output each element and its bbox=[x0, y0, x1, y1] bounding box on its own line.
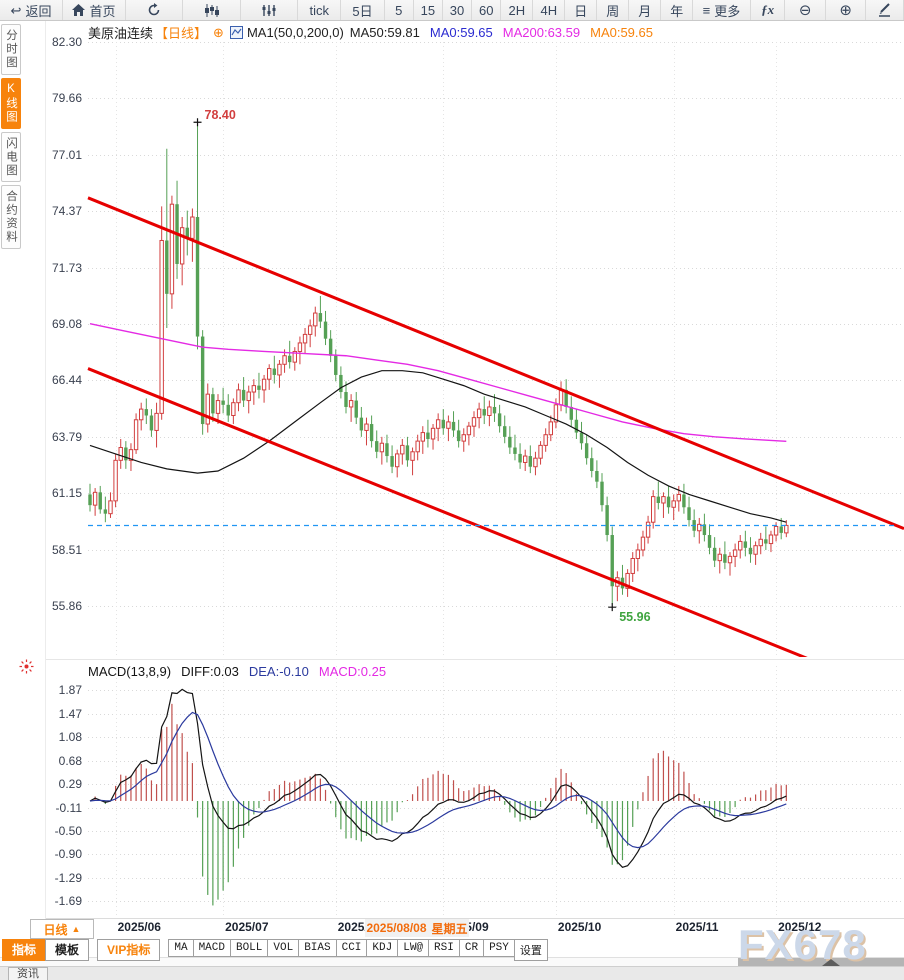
macd-y-axis-label: -0.50 bbox=[54, 823, 82, 838]
x-axis-label: 2025/06 bbox=[117, 920, 161, 934]
tab-KDJ[interactable]: KDJ bbox=[366, 939, 399, 957]
fx678-watermark: FX678 bbox=[738, 921, 867, 968]
ma-values: MA50:59.81 MA0:59.65 MA200:63.59 MA0:59.65 bbox=[350, 25, 653, 40]
macd-y-axis-label: 1.08 bbox=[58, 729, 82, 744]
macd-params: MACD(13,8,9) bbox=[88, 664, 172, 679]
ma-value-1: MA0:59.65 bbox=[429, 25, 493, 40]
macd-y-axis-label: 1.47 bbox=[58, 706, 82, 721]
ma-value-3: MA0:59.65 bbox=[590, 25, 653, 40]
page-bottom-bar bbox=[0, 966, 904, 980]
y-axis-label: 63.79 bbox=[51, 430, 82, 445]
y-axis-label: 66.44 bbox=[51, 373, 82, 388]
ma-settings-label: MA1(50,0,200,0) bbox=[246, 25, 344, 40]
tab-MA[interactable]: MA bbox=[168, 939, 194, 957]
y-axis-label: 69.08 bbox=[51, 317, 82, 332]
macd-y-axis-label: 1.87 bbox=[58, 683, 82, 697]
low-price-marker: 55.96 bbox=[619, 610, 651, 625]
tab-BOLL[interactable]: BOLL bbox=[229, 939, 269, 957]
y-axis-label: 82.30 bbox=[51, 35, 82, 49]
tab-MACD[interactable]: MACD bbox=[192, 939, 231, 957]
tab-RSI[interactable]: RSI bbox=[428, 939, 460, 957]
ma-settings-icon[interactable] bbox=[229, 26, 243, 39]
symbol-name: 美原油连续 bbox=[88, 26, 154, 41]
y-axis-label: 58.51 bbox=[51, 542, 82, 557]
tooltip-date: 2025/08/08 bbox=[366, 921, 427, 935]
tab-VOL[interactable]: VOL bbox=[267, 939, 300, 957]
tab-BIAS[interactable]: BIAS bbox=[298, 939, 337, 957]
tab-CCI[interactable]: CCI bbox=[335, 939, 368, 957]
macd-diff-value: DIFF:0.03 bbox=[181, 664, 239, 679]
macd-y-axis-label: -1.69 bbox=[54, 894, 82, 909]
tab-模板[interactable]: 模板 bbox=[45, 939, 90, 961]
x-axis-label: 2025/12 bbox=[778, 920, 822, 934]
tab-指标[interactable]: 指标 bbox=[2, 939, 47, 961]
panel-expand-triangle[interactable] bbox=[822, 959, 840, 966]
macd-y-axis-label: 0.29 bbox=[58, 776, 82, 791]
tab-设置[interactable]: 设置 bbox=[513, 939, 548, 961]
macd-macd-value: MACD:0.25 bbox=[318, 664, 387, 679]
ma-value-2: MA200:63.59 bbox=[502, 25, 581, 40]
period-tag: 【日线】 bbox=[155, 26, 208, 41]
y-axis-label: 74.37 bbox=[51, 204, 82, 219]
tooltip-weekday: 星期五 bbox=[431, 921, 468, 936]
period-select-label: 日线 bbox=[43, 922, 68, 937]
y-axis-label: 79.66 bbox=[51, 91, 82, 106]
x-axis-label: 2025/10 bbox=[557, 920, 602, 934]
y-axis-label: 55.86 bbox=[51, 599, 82, 614]
macd-y-axis-label: 0.68 bbox=[58, 753, 82, 768]
tab-CR[interactable]: CR bbox=[458, 939, 485, 957]
y-axis-label: 77.01 bbox=[51, 147, 82, 162]
high-price-marker: 78.40 bbox=[204, 108, 236, 123]
tab-PSY[interactable]: PSY bbox=[483, 939, 515, 957]
macd-y-axis-label: -1.29 bbox=[54, 870, 82, 885]
pane-divider bbox=[46, 659, 904, 660]
news-tab[interactable]: 资讯 bbox=[8, 967, 48, 980]
macd-header: MACD(13,8,9) DIFF:0.03 DEA:-0.10 MACD:0.… bbox=[88, 664, 386, 679]
indicator-settings-icon[interactable] bbox=[19, 659, 34, 679]
ma-value-0: MA50:59.81 bbox=[349, 25, 420, 40]
indicator-tabs-row: 指标 模板 VIP指标 MA MACD BOLL VOL BIAS CCI KDJ LW@ RSI CR… bbox=[2, 939, 548, 961]
y-axis-label: 71.73 bbox=[51, 260, 82, 275]
macd-dea-value: DEA:-0.10 bbox=[248, 664, 309, 679]
y-axis-label: 61.15 bbox=[51, 486, 82, 501]
tab-LW@[interactable]: LW@ bbox=[397, 939, 430, 957]
x-axis-label: 2025/07 bbox=[225, 920, 269, 934]
scrollbar-thumb[interactable] bbox=[738, 958, 904, 966]
x-axis-label: 2025/11 bbox=[675, 920, 719, 934]
add-indicator-icon[interactable]: ⊕ bbox=[213, 24, 224, 40]
axis-divider bbox=[46, 918, 904, 919]
crosshair-date-tooltip: 2025/08/08 星期五 bbox=[365, 919, 469, 937]
triangle-up-icon: ▲ bbox=[71, 924, 81, 934]
macd-y-axis-label: -0.11 bbox=[55, 800, 82, 815]
period-select-button[interactable]: 日线 ▲ bbox=[30, 919, 94, 939]
tab-VIP指标[interactable]: VIP指标 bbox=[97, 939, 161, 961]
horizontal-scrollbar bbox=[0, 957, 904, 966]
macd-y-axis-label: -0.90 bbox=[54, 847, 82, 862]
chart-title-row: 美原油连续 【日线】 ⊕ MA1(50,0,200,0) MA50:59.81 M… bbox=[88, 23, 653, 42]
